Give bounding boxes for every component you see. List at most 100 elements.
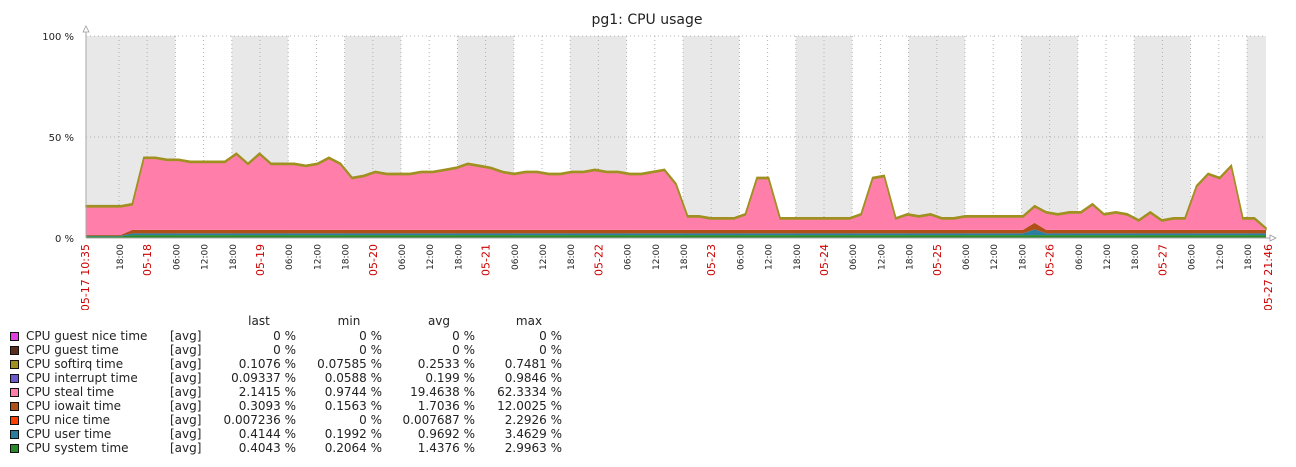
- legend-avg-value: 0.9692 %: [417, 427, 475, 441]
- x-tick-label: 18:00: [906, 244, 916, 270]
- x-end-label: 05-27 21:46: [1262, 244, 1275, 310]
- legend-aggregation: [avg]: [170, 357, 202, 371]
- area-steal-time: [86, 154, 1266, 235]
- legend-swatch: [10, 388, 19, 397]
- chart-title: pg1: CPU usage: [591, 12, 702, 28]
- x-tick-label: 12:00: [652, 244, 662, 270]
- cpu-usage-chart: pg1: CPU usage 0 % 50 % 100 % 18:00 05-18 06…: [42, 12, 1277, 310]
- x-tick-label: 06:00: [1188, 244, 1198, 270]
- x-start-label: 05-17 10:35: [79, 244, 92, 310]
- x-date-label: 05-19: [254, 244, 267, 276]
- x-tick-label: 12:00: [1103, 244, 1113, 270]
- legend-swatch: [10, 402, 19, 411]
- legend-series-name: CPU iowait time: [26, 399, 122, 413]
- legend-avg-value: 0 %: [452, 343, 475, 357]
- area-softirq-time: [85, 152, 1267, 231]
- legend-max-value: 3.4629 %: [504, 427, 562, 441]
- x-tick-label: 18:00: [1131, 244, 1141, 270]
- x-tick-label: 18:00: [793, 244, 803, 270]
- legend-series-name: CPU softirq time: [26, 357, 124, 371]
- x-date-label: 05-20: [367, 244, 380, 276]
- legend-last-value: 0.1076 %: [238, 357, 296, 371]
- x-date-label: 05-24: [818, 244, 831, 276]
- legend-avg-value: 19.4638 %: [410, 385, 475, 399]
- legend-avg-value: 0.199 %: [425, 371, 475, 385]
- axes: [82, 25, 1277, 242]
- x-tick-label: 18:00: [680, 244, 690, 270]
- x-tick-label: 06:00: [624, 244, 634, 270]
- x-tick-label: 12:00: [313, 244, 323, 270]
- x-tick-label: 18:00: [567, 244, 577, 270]
- legend-min-value: 0.07585 %: [317, 357, 382, 371]
- legend-aggregation: [avg]: [170, 399, 202, 413]
- x-tick-label: 18:00: [454, 244, 464, 270]
- x-tick-label: 18:00: [1244, 244, 1254, 270]
- y-tick-label: 100 %: [42, 32, 74, 43]
- legend-header-max: max: [515, 314, 543, 328]
- legend-series-name: CPU guest nice time: [26, 329, 148, 343]
- area-iowait-time: [86, 222, 1266, 236]
- x-tick-label: 06:00: [1075, 244, 1085, 270]
- legend-last-value: 0.007236 %: [223, 413, 296, 427]
- y-tick-label: 0 %: [55, 234, 74, 245]
- legend-swatch: [10, 346, 19, 355]
- legend-max-value: 12.0025 %: [497, 399, 562, 413]
- y-tick-label: 50 %: [49, 133, 74, 144]
- x-date-label: 05-22: [592, 244, 605, 276]
- legend-header-avg: avg: [427, 314, 451, 328]
- legend-min-value: 0.0588 %: [324, 371, 382, 385]
- legend-aggregation: [avg]: [170, 385, 202, 399]
- legend-last-value: 0 %: [273, 343, 296, 357]
- x-tick-label: 18:00: [116, 244, 126, 270]
- legend-min-value: 0 %: [359, 343, 382, 357]
- legend-aggregation: [avg]: [170, 427, 202, 441]
- legend-header-min: min: [337, 314, 361, 328]
- legend-last-value: 0 %: [273, 329, 296, 343]
- legend-aggregation: [avg]: [170, 371, 202, 385]
- x-tick-label: 06:00: [285, 244, 295, 270]
- x-tick-label: 06:00: [398, 244, 408, 270]
- legend-min-value: 0 %: [359, 329, 382, 343]
- legend-avg-value: 1.7036 %: [417, 399, 475, 413]
- legend-last-value: 0.4043 %: [238, 441, 296, 455]
- x-tick-label: 12:00: [877, 244, 887, 270]
- x-axis-labels: 18:00 05-18 06:00 12:00 18:00 05-19 06:00 12:00…: [79, 244, 1275, 310]
- legend-min-value: 0.1563 %: [324, 399, 382, 413]
- x-tick-label: 12:00: [201, 244, 211, 270]
- legend-series-name: CPU system time: [26, 441, 129, 455]
- legend-max-value: 62.3334 %: [497, 385, 562, 399]
- y-axis-labels: 0 % 50 % 100 %: [42, 32, 74, 245]
- area-user-time: [86, 229, 1266, 237]
- legend-swatch: [10, 416, 19, 425]
- x-tick-label: 06:00: [849, 244, 859, 270]
- x-tick-label: 18:00: [229, 244, 239, 270]
- x-tick-label: 12:00: [1216, 244, 1226, 270]
- legend-swatch: [10, 360, 19, 369]
- x-tick-label: 06:00: [962, 244, 972, 270]
- x-date-label: 05-25: [931, 244, 944, 276]
- legend-aggregation: [avg]: [170, 329, 202, 343]
- legend-swatch: [10, 374, 19, 383]
- x-tick-label: 18:00: [1018, 244, 1028, 270]
- legend-max-value: 0 %: [539, 343, 562, 357]
- x-date-label: 05-23: [705, 244, 718, 276]
- legend-max-value: 2.2926 %: [504, 413, 562, 427]
- legend-series-name: CPU interrupt time: [26, 371, 138, 385]
- legend-last-value: 2.1415 %: [238, 385, 296, 399]
- x-date-label: 05-21: [480, 244, 493, 276]
- x-axis-arrow: [1269, 234, 1277, 242]
- legend-header-last: last: [248, 314, 270, 328]
- legend-last-value: 0.4144 %: [238, 427, 296, 441]
- x-tick-label: 12:00: [990, 244, 1000, 270]
- x-tick-label: 12:00: [539, 244, 549, 270]
- legend-min-value: 0 %: [359, 413, 382, 427]
- x-tick-label: 12:00: [765, 244, 775, 270]
- legend-aggregation: [avg]: [170, 343, 202, 357]
- legend-swatch: [10, 430, 19, 439]
- legend-last-value: 0.3093 %: [238, 399, 296, 413]
- legend-max-value: 0 %: [539, 329, 562, 343]
- plot-areas: [85, 152, 1267, 238]
- x-date-label: 05-18: [141, 244, 154, 276]
- legend-min-value: 0.1992 %: [324, 427, 382, 441]
- legend-swatch: [10, 444, 19, 453]
